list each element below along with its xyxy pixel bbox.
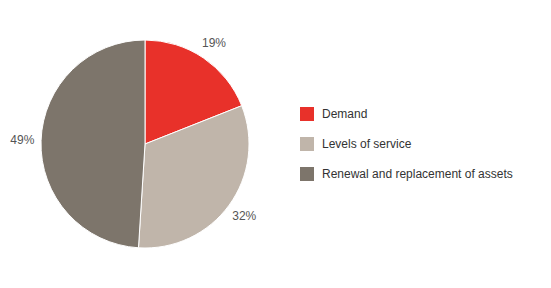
legend-label: Levels of service [322, 137, 412, 151]
legend: Demand Levels of service Renewal and repla… [300, 107, 513, 181]
data-label: 49% [10, 133, 34, 147]
legend-item: Levels of service [300, 137, 412, 151]
legend-item: Demand [300, 107, 367, 121]
pie-slice [138, 106, 249, 248]
legend-swatch [300, 137, 314, 151]
pie [41, 40, 249, 248]
chart: 19% 32% 49% Demand Levels of service Renewal … [0, 0, 551, 288]
legend-swatch [300, 107, 314, 121]
data-label: 32% [232, 209, 256, 223]
data-labels: 19% 32% 49% [10, 36, 256, 224]
pie-slice [41, 40, 145, 248]
data-label: 19% [202, 36, 226, 50]
legend-item: Renewal and replacement of assets [300, 167, 513, 181]
legend-swatch [300, 167, 314, 181]
legend-label: Demand [322, 107, 367, 121]
legend-label: Renewal and replacement of assets [322, 167, 513, 181]
